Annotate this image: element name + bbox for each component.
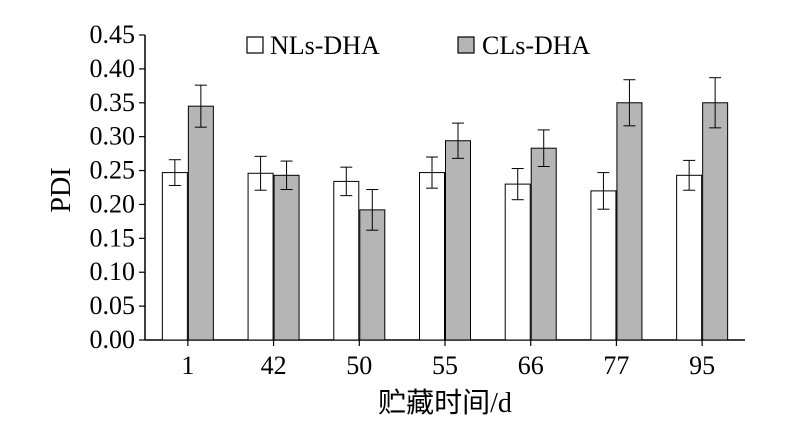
bar-cls-dha-66 (530, 147, 557, 341)
legend-swatch-cls-dha (457, 36, 475, 54)
x-tick-label: 1 (181, 351, 194, 380)
bar-cls-dha-95 (702, 102, 729, 341)
x-tick-label: 55 (432, 351, 458, 380)
y-tick-label: 0.35 (90, 88, 136, 117)
bar-nls-dha-42 (247, 172, 274, 341)
bar-nls-dha-1 (161, 172, 188, 341)
y-axis-ticks: 0.00 0.05 0.10 0.15 0.20 0.25 0.30 0.35 0.40 0.45 (90, 20, 145, 354)
bar-cls-dha-50 (359, 209, 386, 341)
legend-swatch-nls-dha (246, 36, 264, 54)
y-tick-label: 0.10 (90, 257, 136, 286)
bar-cls-dha-1 (187, 105, 214, 341)
y-tick-label: 0.00 (90, 325, 136, 354)
bar-nls-dha-95 (676, 174, 703, 341)
y-tick-label: 0.30 (90, 122, 136, 151)
bars (161, 77, 729, 341)
y-axis-title: PDI (46, 167, 77, 212)
x-tick-label: 95 (689, 351, 715, 380)
y-tick-label: 0.15 (90, 223, 136, 252)
bar-cls-dha-77 (616, 102, 643, 341)
y-tick-label: 0.25 (90, 156, 136, 185)
legend-label-nls-dha: NLs-DHA (270, 31, 380, 60)
x-tick-label: 42 (261, 351, 287, 380)
bar-nls-dha-66 (504, 183, 531, 341)
bar-cls-dha-42 (273, 174, 300, 341)
bar-cls-dha-55 (445, 140, 471, 341)
y-tick-label: 0.45 (90, 20, 136, 49)
y-tick-label: 0.20 (90, 189, 136, 218)
x-axis-ticks: 1 42 50 55 66 77 95 (181, 340, 715, 380)
x-tick-label: 66 (518, 351, 544, 380)
x-axis-title: 贮藏时间/d (378, 387, 512, 419)
bar-nls-dha-50 (333, 180, 360, 341)
legend-label-cls-dha: CLs-DHA (482, 31, 591, 60)
x-tick-label: 77 (603, 351, 629, 380)
bar-nls-dha-77 (590, 190, 617, 341)
y-tick-label: 0.05 (90, 291, 136, 320)
bar-nls-dha-55 (419, 172, 445, 341)
x-tick-label: 50 (346, 351, 372, 380)
legend: NLs-DHA CLs-DHA (246, 31, 591, 60)
y-tick-label: 0.40 (90, 54, 136, 83)
